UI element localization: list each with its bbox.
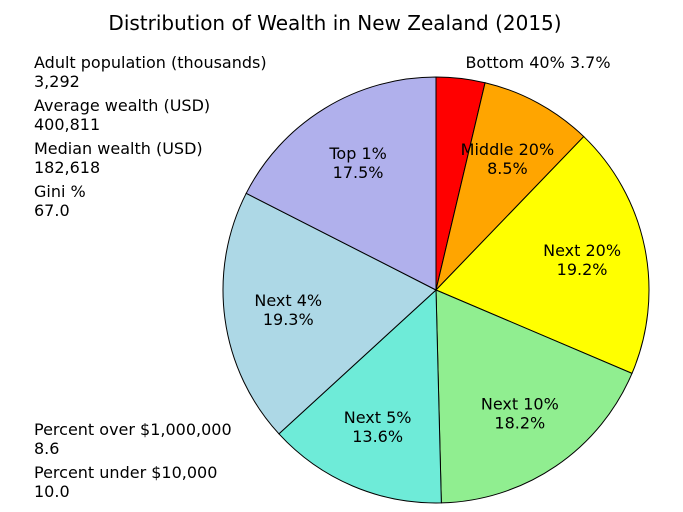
stat-label: Percent under $10,000 <box>34 463 217 482</box>
stat-value: 67.0 <box>34 201 70 220</box>
stat-value: 10.0 <box>34 482 70 501</box>
slice-label: Bottom 40% 3.7% <box>465 53 610 72</box>
slice-category: Middle 20% <box>461 140 555 159</box>
pie-slice <box>278 288 442 504</box>
slice-category: Next 5% <box>344 408 412 427</box>
stat-value: 3,292 <box>34 72 80 91</box>
slice-value: 13.6% <box>352 427 403 446</box>
stat-value: 400,811 <box>34 115 100 134</box>
pie-slice <box>435 82 585 292</box>
slice-value: 8.5% <box>487 159 528 178</box>
slice-category: Next 4% <box>254 291 322 310</box>
slice-value: 19.2% <box>557 260 608 279</box>
slice-category: Bottom 40% <box>465 53 564 72</box>
slice-category: Next 20% <box>543 241 621 260</box>
stat-label: Adult population (thousands) <box>34 53 267 72</box>
stat-value: 182,618 <box>34 158 100 177</box>
stat-value: 8.6 <box>34 439 59 458</box>
stat-label: Average wealth (USD) <box>34 96 210 115</box>
slice-category: Top 1% <box>328 144 386 163</box>
slice-value: 17.5% <box>333 163 384 182</box>
slice-value: 19.3% <box>263 310 314 329</box>
pie-slice <box>222 192 437 435</box>
pie-slice <box>435 135 650 375</box>
pie-slice <box>245 76 437 291</box>
slice-value: 18.2% <box>494 413 545 432</box>
pie-slice <box>435 289 633 504</box>
stat-label: Median wealth (USD) <box>34 139 203 158</box>
slice-category: Next 10% <box>481 394 559 413</box>
slice-value: 3.7% <box>570 53 611 72</box>
stat-label: Gini % <box>34 182 86 201</box>
chart-title: Distribution of Wealth in New Zealand (2… <box>108 11 561 35</box>
stat-label: Percent over $1,000,000 <box>34 420 232 439</box>
